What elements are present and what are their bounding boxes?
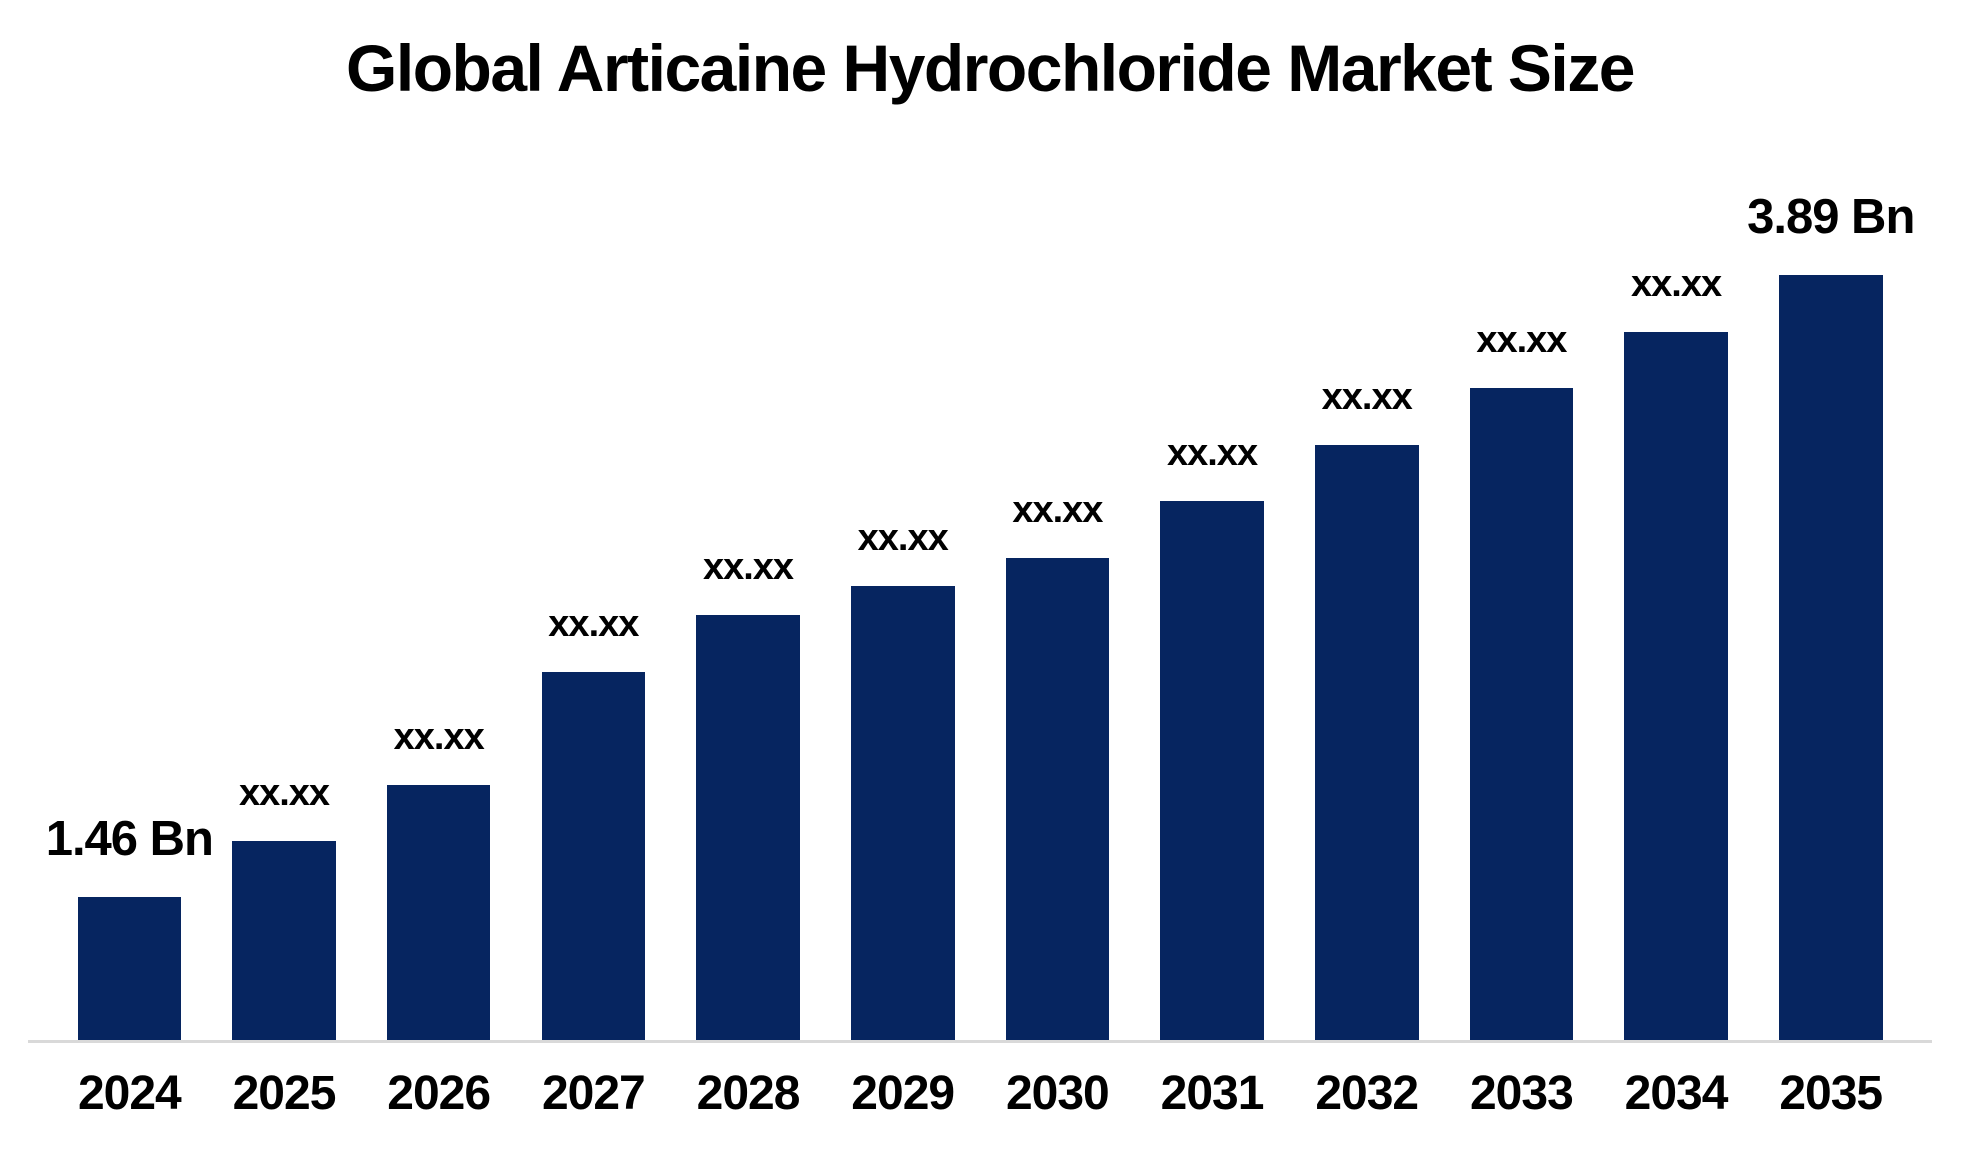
bar-value-label-2029: xx.xx — [857, 517, 949, 559]
bar-value-label-2033: xx.xx — [1476, 319, 1567, 361]
bar-value-label-2028: xx.xx — [702, 546, 794, 588]
bar-2025 — [232, 841, 336, 1040]
bar-group-2025: xx.xx — [207, 772, 362, 1040]
x-axis-label-2028: 2028 — [696, 1067, 801, 1120]
bar-value-label-2027: xx.xx — [548, 603, 639, 645]
bar-2024 — [77, 897, 182, 1040]
bar-group-2029: xx.xx — [825, 517, 980, 1040]
x-axis-labels: 2024 2025 2026 2027 2028 2029 2030 2031 2032 2033… — [28, 1066, 1932, 1121]
bar-group-2027: xx.xx — [516, 603, 671, 1040]
x-axis-label-2034: 2034 — [1624, 1067, 1729, 1120]
bar-2031 — [1160, 501, 1264, 1040]
bar-group-2026: xx.xx — [361, 716, 516, 1040]
x-axis-label-2031: 2031 — [1160, 1067, 1265, 1120]
bar-2029 — [850, 586, 955, 1040]
bar-value-label-2025: xx.xx — [238, 772, 330, 814]
x-axis-label-2030: 2030 — [1005, 1067, 1110, 1120]
x-axis-label-2033: 2033 — [1469, 1067, 1574, 1120]
x-axis-line — [28, 1040, 1932, 1043]
bar-group-2032: xx.xx — [1289, 376, 1444, 1040]
bar-group-2035: 3.89 Bn — [1747, 189, 1915, 1040]
bar-value-label-2030: xx.xx — [1012, 489, 1103, 531]
bar-group-2031: xx.xx — [1135, 432, 1290, 1040]
plot-area: 1.46 Bn xx.xx xx.xx xx.xx xx.xx xx.xx xx.xx xx.… — [28, 0, 1932, 1040]
x-axis-label-2027: 2027 — [541, 1067, 646, 1120]
bar-value-label-2035: 3.89 Bn — [1747, 190, 1915, 244]
bar-2027 — [541, 672, 646, 1040]
x-axis-label-2026: 2026 — [387, 1067, 491, 1120]
bar-group-2033: xx.xx — [1444, 319, 1599, 1040]
bar-group-2030: xx.xx — [980, 489, 1135, 1040]
bar-2033 — [1469, 388, 1574, 1040]
x-axis-label-2024: 2024 — [77, 1067, 182, 1120]
bar-group-2028: xx.xx — [671, 546, 826, 1040]
bar-group-2034: xx.xx — [1599, 263, 1754, 1040]
x-axis-label-2032: 2032 — [1315, 1067, 1419, 1120]
x-axis-label-2025: 2025 — [232, 1067, 337, 1120]
x-axis-label-2035: 2035 — [1779, 1067, 1883, 1120]
bar-2035 — [1778, 275, 1883, 1040]
bar-2026 — [386, 785, 491, 1040]
bar-value-label-2031: xx.xx — [1166, 432, 1258, 474]
chart-title: Global Articaine Hydrochloride Market Si… — [346, 31, 1635, 105]
bar-2030 — [1005, 558, 1110, 1040]
bar-2028 — [696, 615, 800, 1040]
bar-value-label-2026: xx.xx — [393, 716, 485, 758]
bar-value-label-2032: xx.xx — [1321, 376, 1413, 418]
bar-value-label-2034: xx.xx — [1631, 263, 1722, 305]
bar-group-2024: 1.46 Bn — [46, 811, 214, 1040]
bar-value-label-2024: 1.46 Bn — [45, 812, 214, 866]
x-axis-label-2029: 2029 — [851, 1067, 955, 1120]
bar-2034 — [1624, 332, 1728, 1040]
bar-2032 — [1314, 445, 1419, 1040]
